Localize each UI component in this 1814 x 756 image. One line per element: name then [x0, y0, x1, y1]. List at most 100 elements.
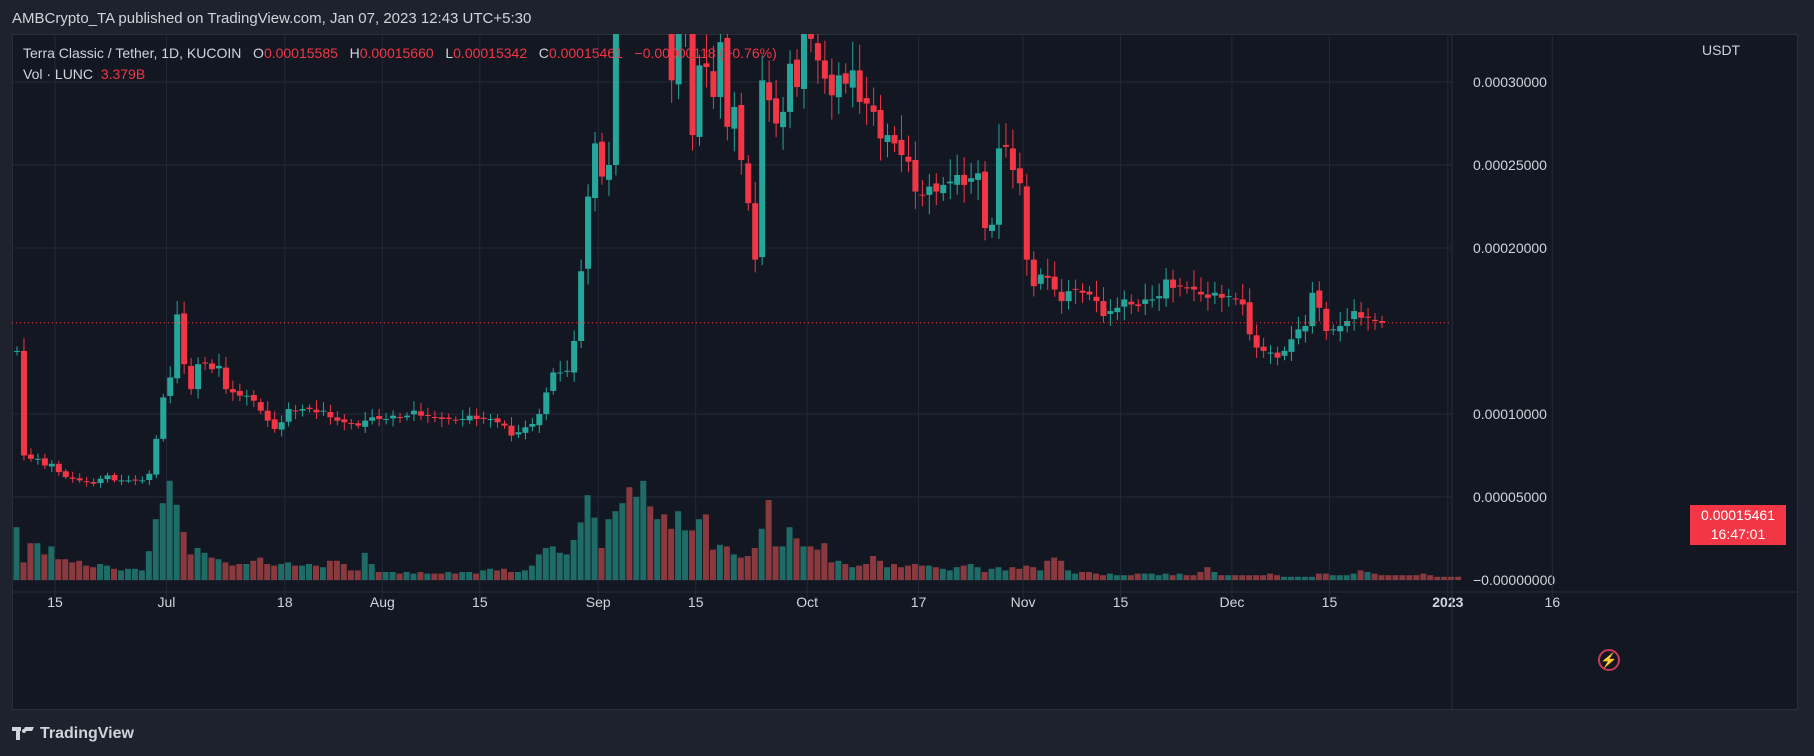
volume-bar	[306, 564, 312, 580]
volume-bar	[1183, 575, 1190, 580]
lightning-icon[interactable]: ⚡	[1598, 649, 1620, 671]
candle-body	[515, 432, 522, 435]
candle-body	[195, 364, 202, 390]
volume-bar	[264, 564, 271, 580]
volume-bar	[772, 546, 779, 580]
volume-bar	[166, 480, 173, 580]
candle-body	[592, 143, 599, 199]
tradingview-logo[interactable]: TradingView	[12, 725, 134, 743]
candle-body	[933, 183, 940, 192]
volume-bar	[974, 567, 981, 580]
candle-body	[390, 415, 397, 419]
volume-bar	[521, 570, 528, 580]
volume-bar	[1072, 573, 1079, 580]
x-tick-label: 17	[911, 594, 927, 610]
volume-bar	[375, 572, 382, 580]
candle-body	[828, 74, 835, 96]
x-tick-label: 15	[1322, 594, 1338, 610]
candle-body	[410, 410, 417, 415]
y-tick-label: 0.00030000	[1473, 74, 1547, 90]
candle-body	[835, 75, 842, 98]
candlestick-chart[interactable]: 0.000600000.000550000.000500000.00045000…	[12, 34, 1798, 710]
volume-bar	[605, 519, 612, 580]
candle-body	[1190, 286, 1197, 290]
x-tick-label: 2023	[1432, 594, 1463, 610]
volume-bar	[180, 532, 187, 580]
volume-bar	[960, 565, 967, 580]
volume-bar	[396, 573, 403, 580]
volume-bar	[1079, 572, 1086, 580]
candle-body	[97, 478, 104, 483]
candle-body	[1281, 350, 1288, 356]
candle-body	[292, 410, 299, 412]
volume-bar	[1294, 576, 1301, 580]
volume-bar	[271, 565, 278, 580]
volume-bar	[1127, 575, 1134, 580]
volume-bar	[1406, 575, 1413, 580]
volume-bar	[877, 560, 884, 580]
close-label: C	[538, 45, 549, 61]
price-unit-label[interactable]: USDT	[1702, 42, 1741, 58]
volume-bar	[793, 538, 800, 580]
candle-body	[459, 418, 466, 421]
volume-bar	[891, 564, 897, 580]
volume-bar	[424, 573, 431, 580]
volume-bar	[445, 572, 452, 580]
candle-body	[501, 423, 508, 426]
candle-body	[1002, 144, 1009, 147]
volume-bar	[480, 570, 487, 580]
candle-body	[480, 417, 487, 419]
candle-body	[76, 478, 83, 481]
volume-bar	[904, 565, 911, 580]
candle-body	[445, 417, 452, 419]
volume-bar	[1455, 576, 1462, 580]
candle-body	[780, 111, 787, 128]
candle-body	[1009, 148, 1016, 170]
volume-bar	[988, 568, 995, 580]
volume-bar	[173, 504, 180, 580]
volume-bar	[995, 567, 1002, 580]
candle-body	[1302, 326, 1309, 332]
volume-bar	[696, 519, 702, 580]
volume-bar	[981, 572, 988, 580]
volume-bar	[361, 552, 368, 580]
candle-body	[1072, 288, 1079, 290]
candle-body	[334, 417, 341, 421]
candle-body	[842, 73, 849, 84]
volume-bar	[640, 480, 647, 580]
volume-bar	[1030, 567, 1037, 580]
low-value: 0.00015342	[453, 45, 528, 61]
candle-body	[995, 148, 1002, 225]
volume-bar	[34, 543, 41, 580]
candle-body	[1295, 329, 1302, 339]
volume-bar	[438, 573, 445, 580]
volume-bar	[312, 565, 319, 580]
y-tick-label: 0.00020000	[1473, 240, 1547, 256]
volume-bar	[389, 572, 396, 580]
candle-body	[1330, 329, 1337, 331]
volume-bar	[326, 560, 333, 580]
volume-bar	[1190, 575, 1197, 580]
volume-bar	[222, 562, 229, 580]
volume-bar	[131, 568, 138, 580]
candle-body	[1365, 316, 1372, 318]
candle-body	[1051, 276, 1058, 290]
candle-body	[111, 475, 118, 481]
volume-bar	[257, 557, 264, 580]
volume-bar	[1134, 573, 1141, 580]
last-price-tag: 0.00015461 16:47:01	[1690, 505, 1786, 545]
candle-body	[717, 42, 724, 97]
volume-bar	[1051, 557, 1058, 580]
symbol-name[interactable]: Terra Classic / Tether, 1D, KUCOIN	[23, 45, 242, 61]
volume-bar	[751, 548, 758, 580]
volume-bar	[90, 567, 97, 580]
candle-body	[125, 480, 132, 482]
candle-body	[891, 135, 898, 144]
candle-body	[1253, 335, 1260, 348]
volume-bar	[1204, 567, 1211, 580]
volume-bar	[1246, 575, 1253, 580]
volume-bar	[668, 528, 675, 580]
candle-body	[104, 475, 111, 480]
volume-label[interactable]: Vol · LUNC	[23, 66, 94, 82]
volume-bar	[1120, 575, 1127, 580]
